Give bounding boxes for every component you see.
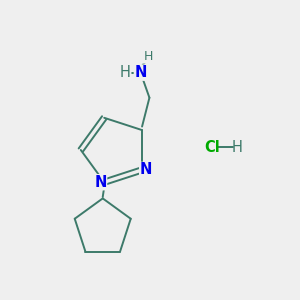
Text: N: N — [94, 175, 106, 190]
Text: N: N — [140, 162, 152, 177]
Text: H: H — [231, 140, 242, 154]
Text: N: N — [134, 65, 147, 80]
Text: H: H — [120, 65, 131, 80]
Text: H: H — [143, 50, 153, 63]
Text: Cl: Cl — [204, 140, 220, 154]
